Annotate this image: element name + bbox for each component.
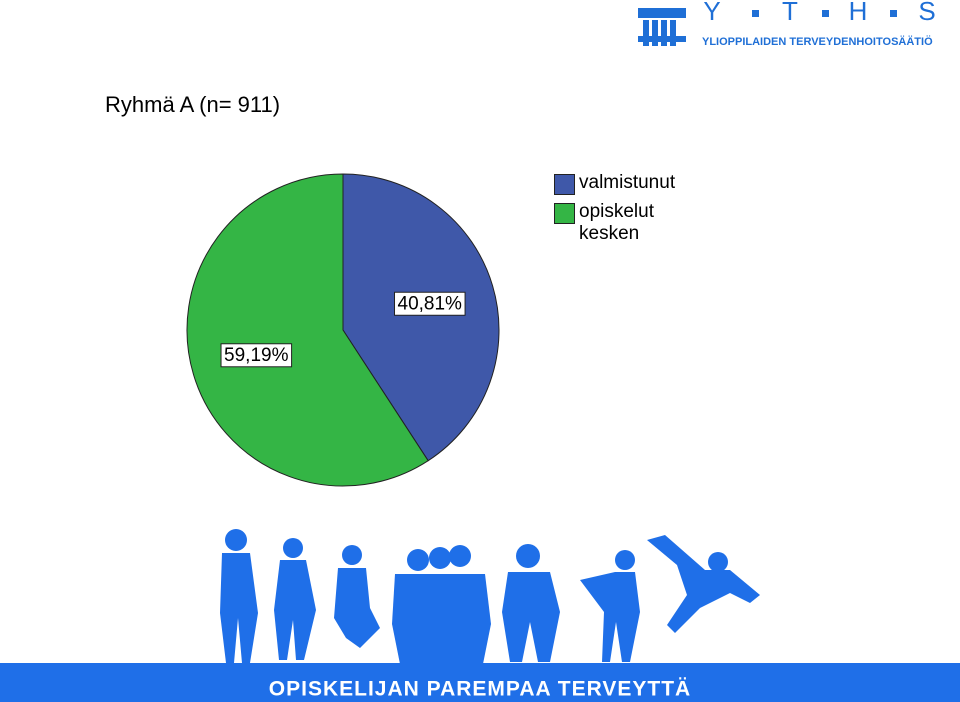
data-label-group: 40,81% — [394, 291, 466, 316]
footer-text: OPISKELIJAN PAREMPAA TERVEYTTÄ — [269, 678, 691, 701]
data-label-group: 59,19% — [220, 343, 293, 368]
logo-icon — [638, 8, 686, 46]
pie-slice — [186, 173, 429, 487]
legend-item: opiskelut kesken — [554, 201, 689, 245]
logo-letter: S — [918, 0, 935, 26]
footer-bar — [0, 663, 960, 702]
logo-dots — [752, 10, 897, 17]
legend-swatch — [554, 174, 575, 195]
pie: 40,81% 59,19% — [186, 173, 500, 487]
legend: valmistunut opiskelut kesken — [554, 172, 689, 251]
legend-label: valmistunut — [579, 172, 676, 193]
logo-letter: T — [782, 0, 798, 26]
logo-letter: Y — [703, 0, 720, 26]
legend-swatch — [554, 203, 575, 224]
data-label: 59,19% — [224, 345, 289, 366]
legend-label: opiskelut kesken — [579, 201, 654, 244]
data-label-box — [394, 291, 466, 316]
legend-item: valmistunut — [554, 172, 689, 195]
data-label: 40,81% — [398, 293, 463, 314]
chart-title: Ryhmä A (n= 911) — [105, 92, 280, 117]
data-label-box — [220, 343, 293, 368]
people-silhouettes — [220, 529, 760, 664]
logo-subtitle: YLIOPPILAIDEN TERVEYDENHOITOSÄÄTIÖ — [702, 35, 933, 48]
logo-letter: H — [849, 0, 868, 26]
